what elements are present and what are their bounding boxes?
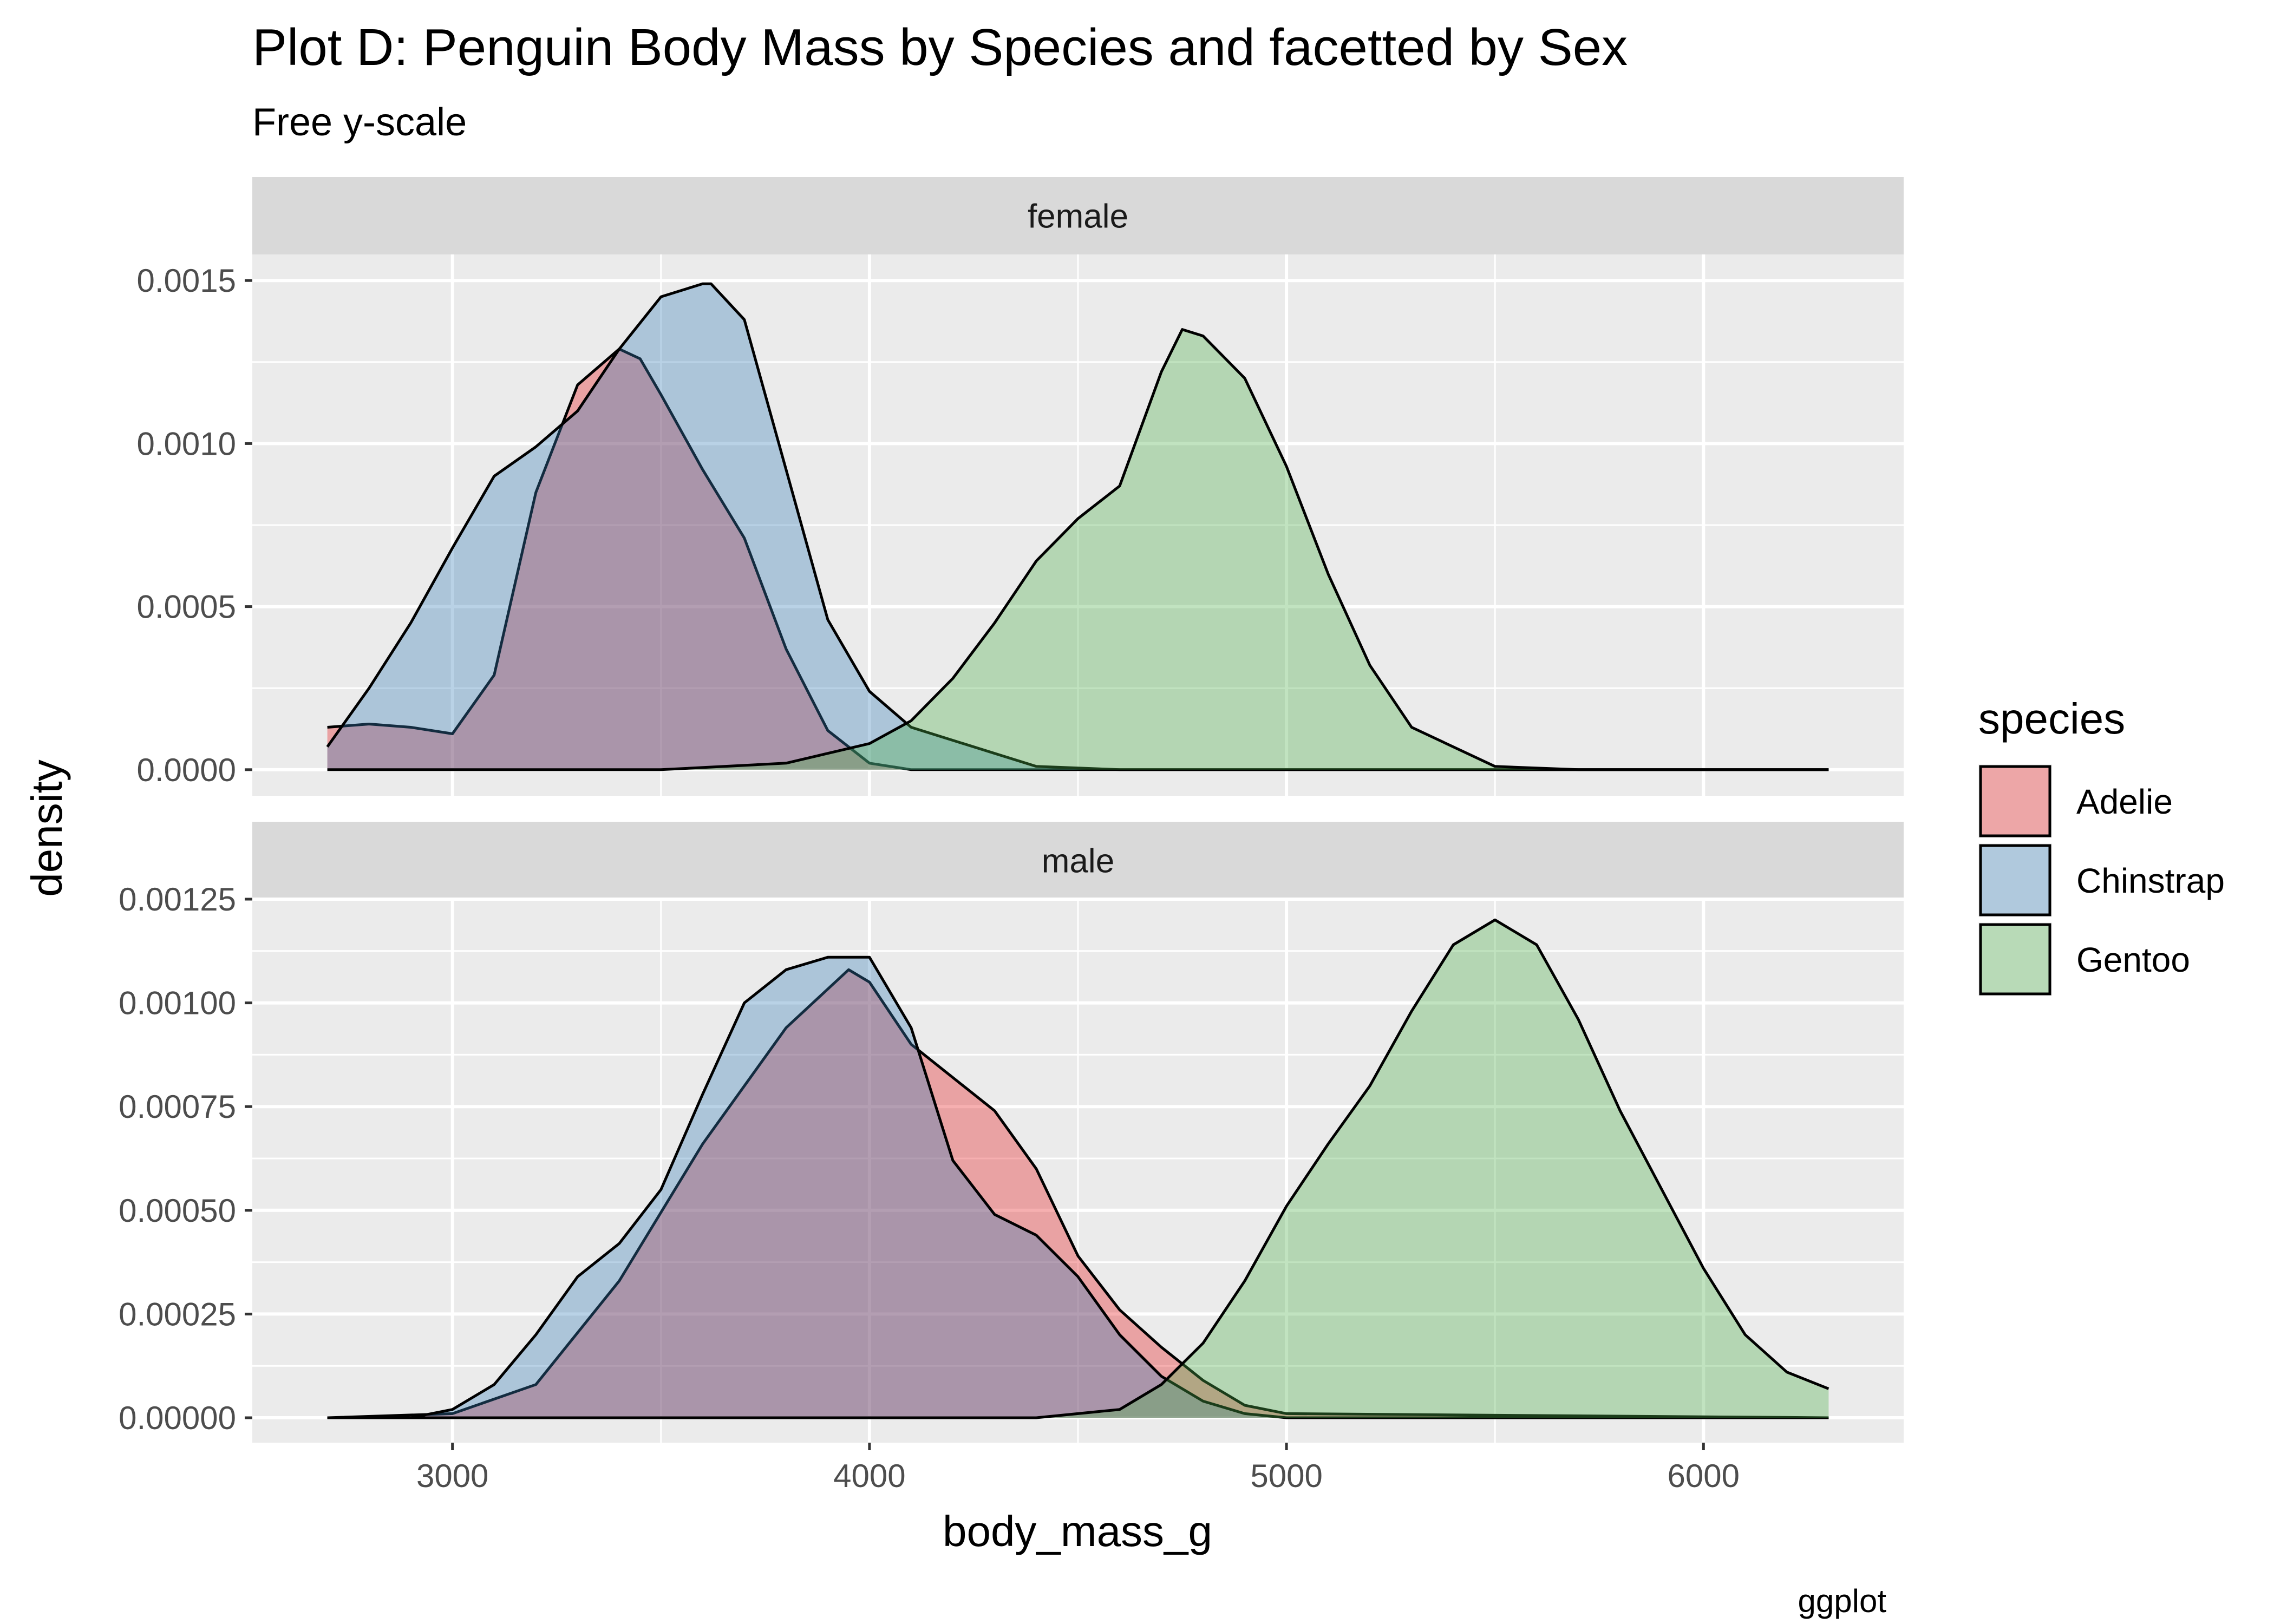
legend-label-gentoo: Gentoo	[2076, 940, 2190, 979]
y-tick-label: 0.00025	[119, 1296, 236, 1332]
legend-key-background	[1978, 764, 2052, 838]
x-tick-label: 6000	[1668, 1458, 1740, 1494]
density-area-chinstrap	[327, 284, 1829, 770]
y-axis-title: density	[23, 759, 71, 896]
legend-key-background	[1978, 843, 2052, 917]
legend-key-gentoo	[1979, 923, 2051, 996]
density-area-adelie	[327, 970, 1829, 1418]
legend-title: species	[1978, 695, 2125, 743]
legend-key-adelie	[1979, 765, 2051, 837]
chart-caption: ggplot	[1798, 1583, 1887, 1619]
facet-panel-male: male 0.00000 0.00025 0.00050 0.00075 0.00100 0…	[119, 822, 1904, 1443]
x-axis-title: body_mass_g	[943, 1507, 1212, 1555]
y-tick-label: 0.0000	[136, 752, 236, 788]
density-area-adelie	[327, 349, 1829, 770]
y-tick-label: 0.0015	[136, 263, 236, 299]
facet-panel-female: female 0.0000 0.0005 0.0010 0.0015	[136, 177, 1904, 796]
x-tick-label: 3000	[416, 1458, 488, 1494]
facet-strip-label: female	[1028, 198, 1128, 235]
y-tick-label: 0.0010	[136, 425, 236, 462]
y-tick-label: 0.00125	[119, 881, 236, 918]
density-line-gentoo	[327, 328, 1829, 771]
y-tick-label: 0.00050	[119, 1193, 236, 1229]
density-line-chinstrap	[327, 955, 1829, 1419]
density-line-chinstrap	[326, 282, 1829, 771]
density-line-gentoo	[327, 918, 1829, 1419]
legend-label-chinstrap: Chinstrap	[2076, 861, 2225, 900]
density-area-chinstrap	[327, 957, 1829, 1418]
chart-title: Plot D: Penguin Body Mass by Species and…	[252, 18, 1628, 76]
x-tick-label: 5000	[1250, 1458, 1322, 1494]
facet-strip	[252, 822, 1904, 899]
y-tick-label: 0.00000	[119, 1400, 236, 1436]
x-tick-label: 4000	[833, 1458, 905, 1494]
density-area-gentoo	[327, 329, 1829, 770]
legend: species Adelie Chinstrap Gentoo	[1978, 695, 2225, 996]
density-line-adelie	[327, 968, 1829, 1419]
y-tick-label: 0.0005	[136, 589, 236, 625]
y-tick-label: 0.00100	[119, 985, 236, 1021]
y-tick-label: 0.00075	[119, 1089, 236, 1125]
facet-panels: female 0.0000 0.0005 0.0010 0.0015 male 0.0000…	[119, 177, 1904, 1494]
chart-subtitle: Free y-scale	[252, 101, 467, 144]
facet-strip-label: male	[1042, 843, 1114, 880]
legend-key-background	[1978, 922, 2052, 996]
legend-key-chinstrap	[1979, 844, 2051, 916]
density-line-adelie	[327, 348, 1829, 771]
density-area-gentoo	[327, 920, 1829, 1418]
legend-label-adelie: Adelie	[2076, 782, 2173, 821]
facet-strip	[252, 177, 1904, 254]
